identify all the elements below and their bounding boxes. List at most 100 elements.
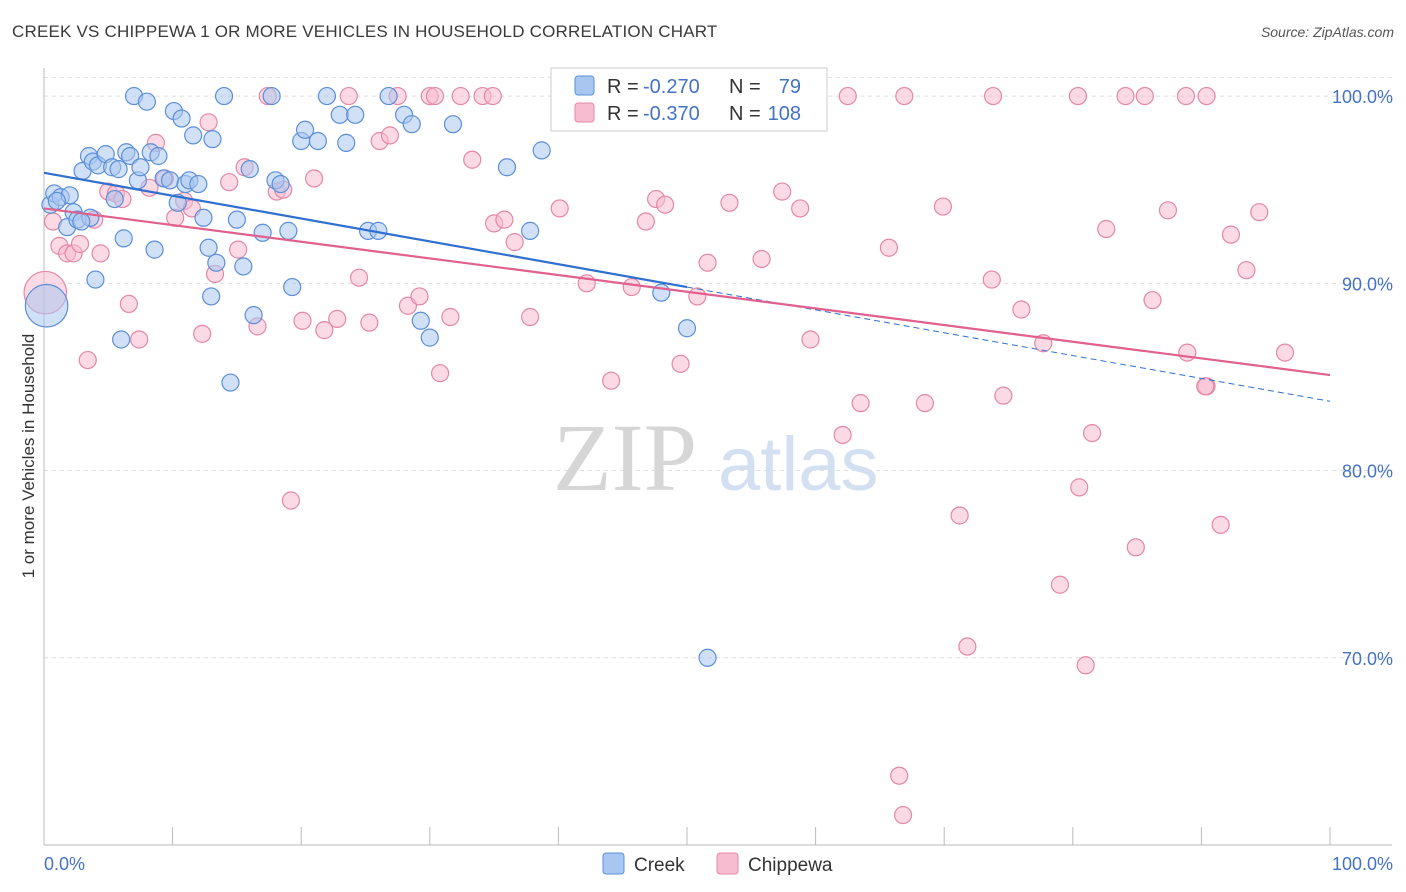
chippewa-point-73 bbox=[915, 394, 935, 413]
chippewa-point-21 bbox=[199, 113, 218, 132]
creek-point-50 bbox=[279, 221, 298, 240]
creek-point-72 bbox=[698, 648, 717, 667]
chippewa-point-52 bbox=[521, 307, 540, 327]
chippewa-point-33 bbox=[315, 321, 334, 340]
creek-point-41 bbox=[221, 373, 240, 392]
creek-point-67 bbox=[497, 158, 517, 177]
creek-point-77 bbox=[47, 191, 66, 211]
chippewa-point-39 bbox=[380, 126, 400, 145]
chippewa-point-61 bbox=[688, 287, 707, 306]
tick-labels: 70.0% 80.0% 90.0% 100.0% 0.0% 100.0% bbox=[44, 87, 1393, 874]
chart-source: Source: ZipAtlas.com bbox=[1260, 24, 1394, 40]
chippewa-point-31 bbox=[293, 311, 312, 330]
creek-point-38 bbox=[203, 130, 222, 149]
chippewa-point-90 bbox=[1237, 261, 1256, 280]
chippewa-point-108 bbox=[1070, 478, 1089, 497]
legend-creek-n-value: 79 bbox=[779, 76, 801, 98]
watermark: ZIP atlas bbox=[553, 404, 879, 511]
creek-point-68 bbox=[521, 221, 540, 240]
chippewa-point-93 bbox=[425, 86, 445, 106]
chippewa-point-102 bbox=[1068, 86, 1088, 106]
creek-point-43 bbox=[234, 257, 253, 276]
creek-point-57 bbox=[337, 133, 356, 152]
creek-point-46 bbox=[253, 223, 272, 242]
legend-chippewa-n-label: N = bbox=[729, 103, 761, 125]
x-tick-label-1: 100.0% bbox=[1332, 854, 1393, 874]
creek-point-11 bbox=[86, 270, 105, 289]
chippewa-point-69 bbox=[851, 394, 870, 413]
creek-trend-line bbox=[43, 171, 688, 289]
chippewa-point-89 bbox=[1221, 225, 1241, 244]
y-tick-label-2: 90.0% bbox=[1342, 274, 1393, 294]
chippewa-point-5 bbox=[70, 234, 90, 254]
creek-point-39 bbox=[207, 253, 226, 272]
legend-creek-r-label: R = bbox=[607, 76, 639, 98]
chippewa-point-100 bbox=[895, 86, 914, 106]
chippewa-point-24 bbox=[229, 240, 248, 259]
chippewa-point-62 bbox=[698, 253, 717, 272]
creek-point-74 bbox=[112, 330, 131, 349]
chippewa-point-70 bbox=[879, 238, 899, 257]
chippewa-point-53 bbox=[550, 199, 569, 218]
chippewa-point-92 bbox=[1275, 343, 1295, 362]
chippewa-point-78 bbox=[1012, 300, 1031, 319]
chippewa-trend-line bbox=[43, 207, 1331, 377]
chippewa-point-82 bbox=[1097, 219, 1116, 239]
chippewa-point-51 bbox=[505, 233, 524, 252]
chippewa-point-42 bbox=[410, 287, 429, 306]
chippewa-point-71 bbox=[890, 766, 909, 785]
chippewa-point-66 bbox=[791, 199, 810, 218]
legend-creek-n-label: N = bbox=[729, 76, 761, 98]
creek-points bbox=[24, 86, 722, 667]
legend-frame bbox=[550, 67, 828, 132]
creek-point-36 bbox=[194, 208, 213, 227]
chippewa-point-63 bbox=[720, 193, 739, 212]
legend-chippewa-r-label: R = bbox=[607, 103, 639, 125]
chippewa-point-47 bbox=[463, 150, 482, 169]
creek-point-15 bbox=[105, 189, 124, 209]
creek-point-69 bbox=[532, 141, 551, 160]
bottom-legend-creek-label: Creek bbox=[634, 855, 685, 876]
chippewa-point-77 bbox=[994, 386, 1013, 405]
chart-title: CREEK VS CHIPPEWA 1 OR MORE VEHICLES IN … bbox=[12, 22, 718, 41]
chippewa-point-83 bbox=[1126, 538, 1145, 557]
chippewa-point-37 bbox=[360, 313, 379, 332]
creek-point-49 bbox=[271, 174, 290, 194]
chippewa-point-60 bbox=[671, 354, 690, 373]
chippewa-point-84 bbox=[1143, 291, 1162, 310]
chippewa-point-88 bbox=[1211, 515, 1230, 534]
chippewa-point-80 bbox=[1050, 575, 1070, 594]
creek-point-17 bbox=[114, 229, 133, 248]
creek-point-22 bbox=[131, 158, 150, 177]
chippewa-point-94 bbox=[483, 86, 502, 106]
chippewa-point-86 bbox=[1178, 343, 1197, 362]
creek-point-31 bbox=[172, 109, 191, 128]
chippewa-point-45 bbox=[441, 307, 460, 327]
creek-point-42 bbox=[227, 210, 246, 229]
chippewa-point-74 bbox=[950, 506, 969, 525]
creek-point-0 bbox=[24, 283, 69, 328]
chippewa-point-65 bbox=[773, 182, 792, 201]
chippewa-point-75 bbox=[958, 637, 977, 656]
creek-point-37 bbox=[199, 238, 218, 257]
chippewa-point-50 bbox=[495, 210, 514, 229]
creek-point-23 bbox=[137, 92, 156, 111]
creek-point-34 bbox=[184, 126, 203, 145]
bottom-legend: Creek Chippewa bbox=[602, 852, 833, 876]
legend-creek-r-value: -0.270 bbox=[643, 76, 700, 98]
chippewa-point-91 bbox=[1250, 203, 1269, 222]
chippewa-point-59 bbox=[656, 195, 675, 214]
bottom-legend-chippewa-swatch bbox=[716, 852, 739, 875]
creek-point-66 bbox=[443, 115, 463, 134]
chippewa-point-68 bbox=[833, 425, 852, 445]
chippewa-point-56 bbox=[622, 277, 641, 297]
chippewa-point-67 bbox=[801, 330, 820, 349]
creek-point-65 bbox=[420, 328, 439, 347]
y-tick-label-3: 100.0% bbox=[1332, 87, 1393, 107]
creek-point-16 bbox=[109, 160, 128, 179]
chippewa-point-30 bbox=[281, 491, 301, 510]
creek-point-35 bbox=[189, 174, 208, 194]
chippewa-point-57 bbox=[636, 212, 655, 231]
creek-point-44 bbox=[240, 160, 259, 179]
